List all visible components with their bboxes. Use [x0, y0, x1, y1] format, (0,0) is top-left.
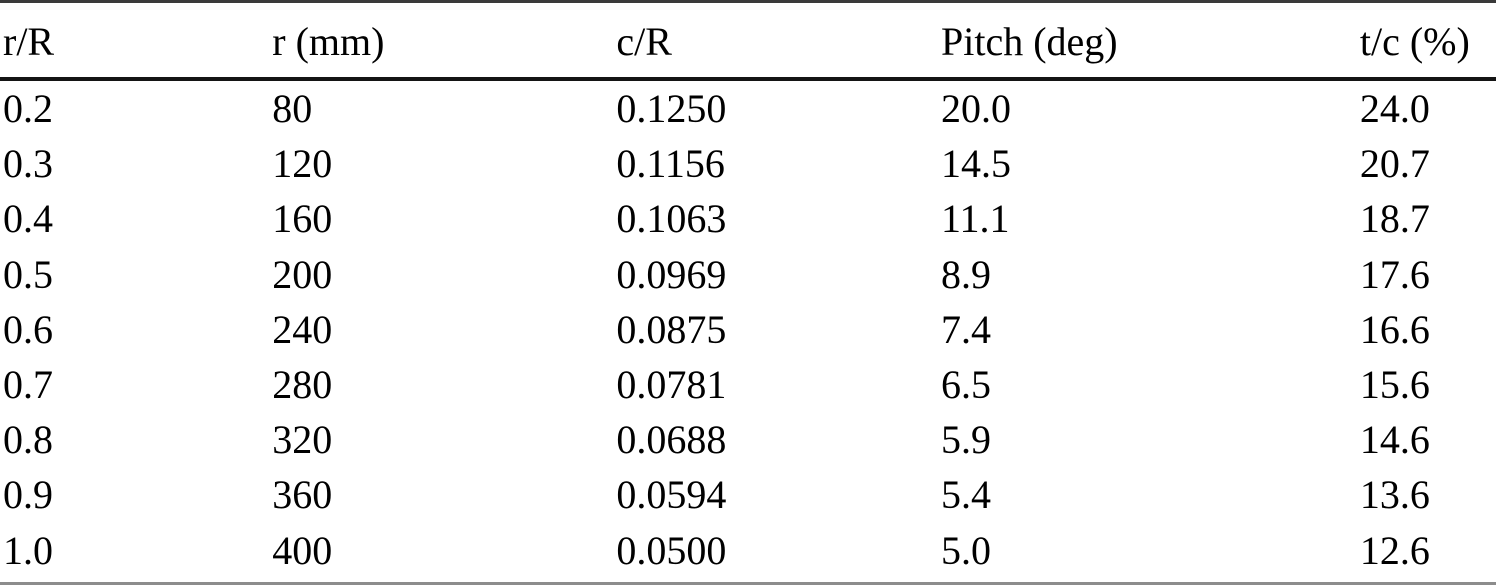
table-cell: 17.6 — [1359, 251, 1430, 297]
table-cell: 0.0500 — [616, 527, 727, 573]
table-row: 0.7 280 0.0781 6.5 15.6 — [0, 357, 1496, 412]
table-cell: 8.9 — [940, 251, 991, 297]
table-cell: 11.1 — [940, 196, 1010, 242]
table-cell: 6.5 — [940, 362, 991, 408]
table-cell: 24.0 — [1359, 86, 1430, 132]
table-cell: 0.4 — [3, 196, 53, 242]
table-row: 1.0 400 0.0500 5.0 12.6 — [0, 523, 1496, 578]
table-cell: 1.0 — [3, 527, 53, 573]
table-cell: 0.7 — [3, 362, 53, 408]
table-cell: 280 — [272, 362, 333, 408]
table-row: 0.5 200 0.0969 8.9 17.6 — [0, 247, 1496, 302]
column-header-pitch-deg: Pitch (deg) — [940, 3, 1360, 81]
table-cell: 14.6 — [1359, 417, 1430, 463]
table-row: 0.8 320 0.0688 5.9 14.6 — [0, 412, 1496, 467]
table-cell: 0.0781 — [616, 362, 727, 408]
table-row: 0.6 240 0.0875 7.4 16.6 — [0, 302, 1496, 357]
table-cell: 200 — [272, 251, 333, 297]
table-cell: 0.5 — [3, 251, 53, 297]
table-cell: 160 — [272, 196, 333, 242]
table-cell: 15.6 — [1359, 362, 1430, 408]
table-cell: 0.1250 — [616, 86, 727, 132]
table-cell: 5.4 — [940, 472, 991, 518]
table-cell: 0.3 — [3, 141, 53, 187]
table-cell: 0.0969 — [616, 251, 727, 297]
table-cell: 0.9 — [3, 472, 53, 518]
table-cell: 80 — [272, 86, 313, 132]
table-cell: 14.5 — [940, 141, 1011, 187]
table-body: 0.2 80 0.1250 20.0 24.0 0.3 120 0.1156 14.5 20.7 0… — [0, 79, 1496, 578]
table-row: 0.2 80 0.1250 20.0 24.0 — [0, 79, 1496, 136]
table-row: 0.9 360 0.0594 5.4 13.6 — [0, 467, 1496, 522]
column-header-c-over-R: c/R — [616, 3, 941, 81]
table-cell: 7.4 — [940, 306, 991, 352]
table-cell: 20.7 — [1359, 141, 1430, 187]
table-cell: 0.1156 — [616, 141, 725, 187]
table-cell: 120 — [272, 141, 333, 187]
table-cell: 5.9 — [940, 417, 991, 463]
table-header-row: r/R r (mm) c/R Pitch (deg) t/c (%) — [0, 3, 1496, 81]
table-cell: 13.6 — [1359, 472, 1430, 518]
column-header-r-mm: r (mm) — [272, 3, 617, 81]
table-cell: 0.6 — [3, 306, 53, 352]
table-cell: 320 — [272, 417, 333, 463]
table-cell: 5.0 — [940, 527, 991, 573]
table-cell: 240 — [272, 306, 333, 352]
blade-geometry-table: r/R r (mm) c/R Pitch (deg) t/c (%) 0.2 80… — [0, 3, 1496, 578]
table-row: 0.3 120 0.1156 14.5 20.7 — [0, 136, 1496, 191]
table-header: r/R r (mm) c/R Pitch (deg) t/c (%) — [0, 3, 1496, 81]
table-row: 0.4 160 0.1063 11.1 18.7 — [0, 191, 1496, 246]
column-header-r-over-R: r/R — [0, 3, 273, 81]
table-cell: 0.1063 — [616, 196, 727, 242]
table-cell: 400 — [272, 527, 333, 573]
table-cell: 20.0 — [940, 86, 1011, 132]
table-cell: 0.8 — [3, 417, 53, 463]
table-cell: 0.0594 — [616, 472, 727, 518]
table-cell: 16.6 — [1359, 306, 1430, 352]
table-cell: 0.2 — [3, 86, 53, 132]
table-cell: 360 — [272, 472, 333, 518]
table-cell: 18.7 — [1359, 196, 1430, 242]
table-cell: 0.0875 — [616, 306, 727, 352]
table-cell: 12.6 — [1359, 527, 1430, 573]
table-cell: 0.0688 — [616, 417, 727, 463]
column-header-t-over-c-pct: t/c (%) — [1359, 3, 1496, 81]
